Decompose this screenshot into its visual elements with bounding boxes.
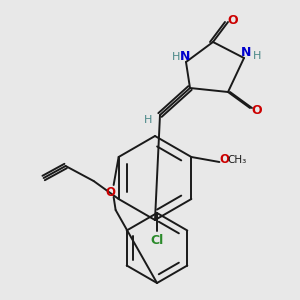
Text: O: O: [228, 14, 238, 26]
Text: H: H: [253, 51, 261, 61]
Text: CH₃: CH₃: [228, 155, 247, 165]
Text: H: H: [144, 115, 152, 125]
Text: N: N: [180, 50, 190, 64]
Text: O: O: [219, 154, 230, 166]
Text: H: H: [172, 52, 180, 62]
Text: O: O: [106, 187, 116, 200]
Text: O: O: [252, 103, 262, 116]
Text: N: N: [241, 46, 251, 59]
Text: Cl: Cl: [150, 235, 164, 248]
